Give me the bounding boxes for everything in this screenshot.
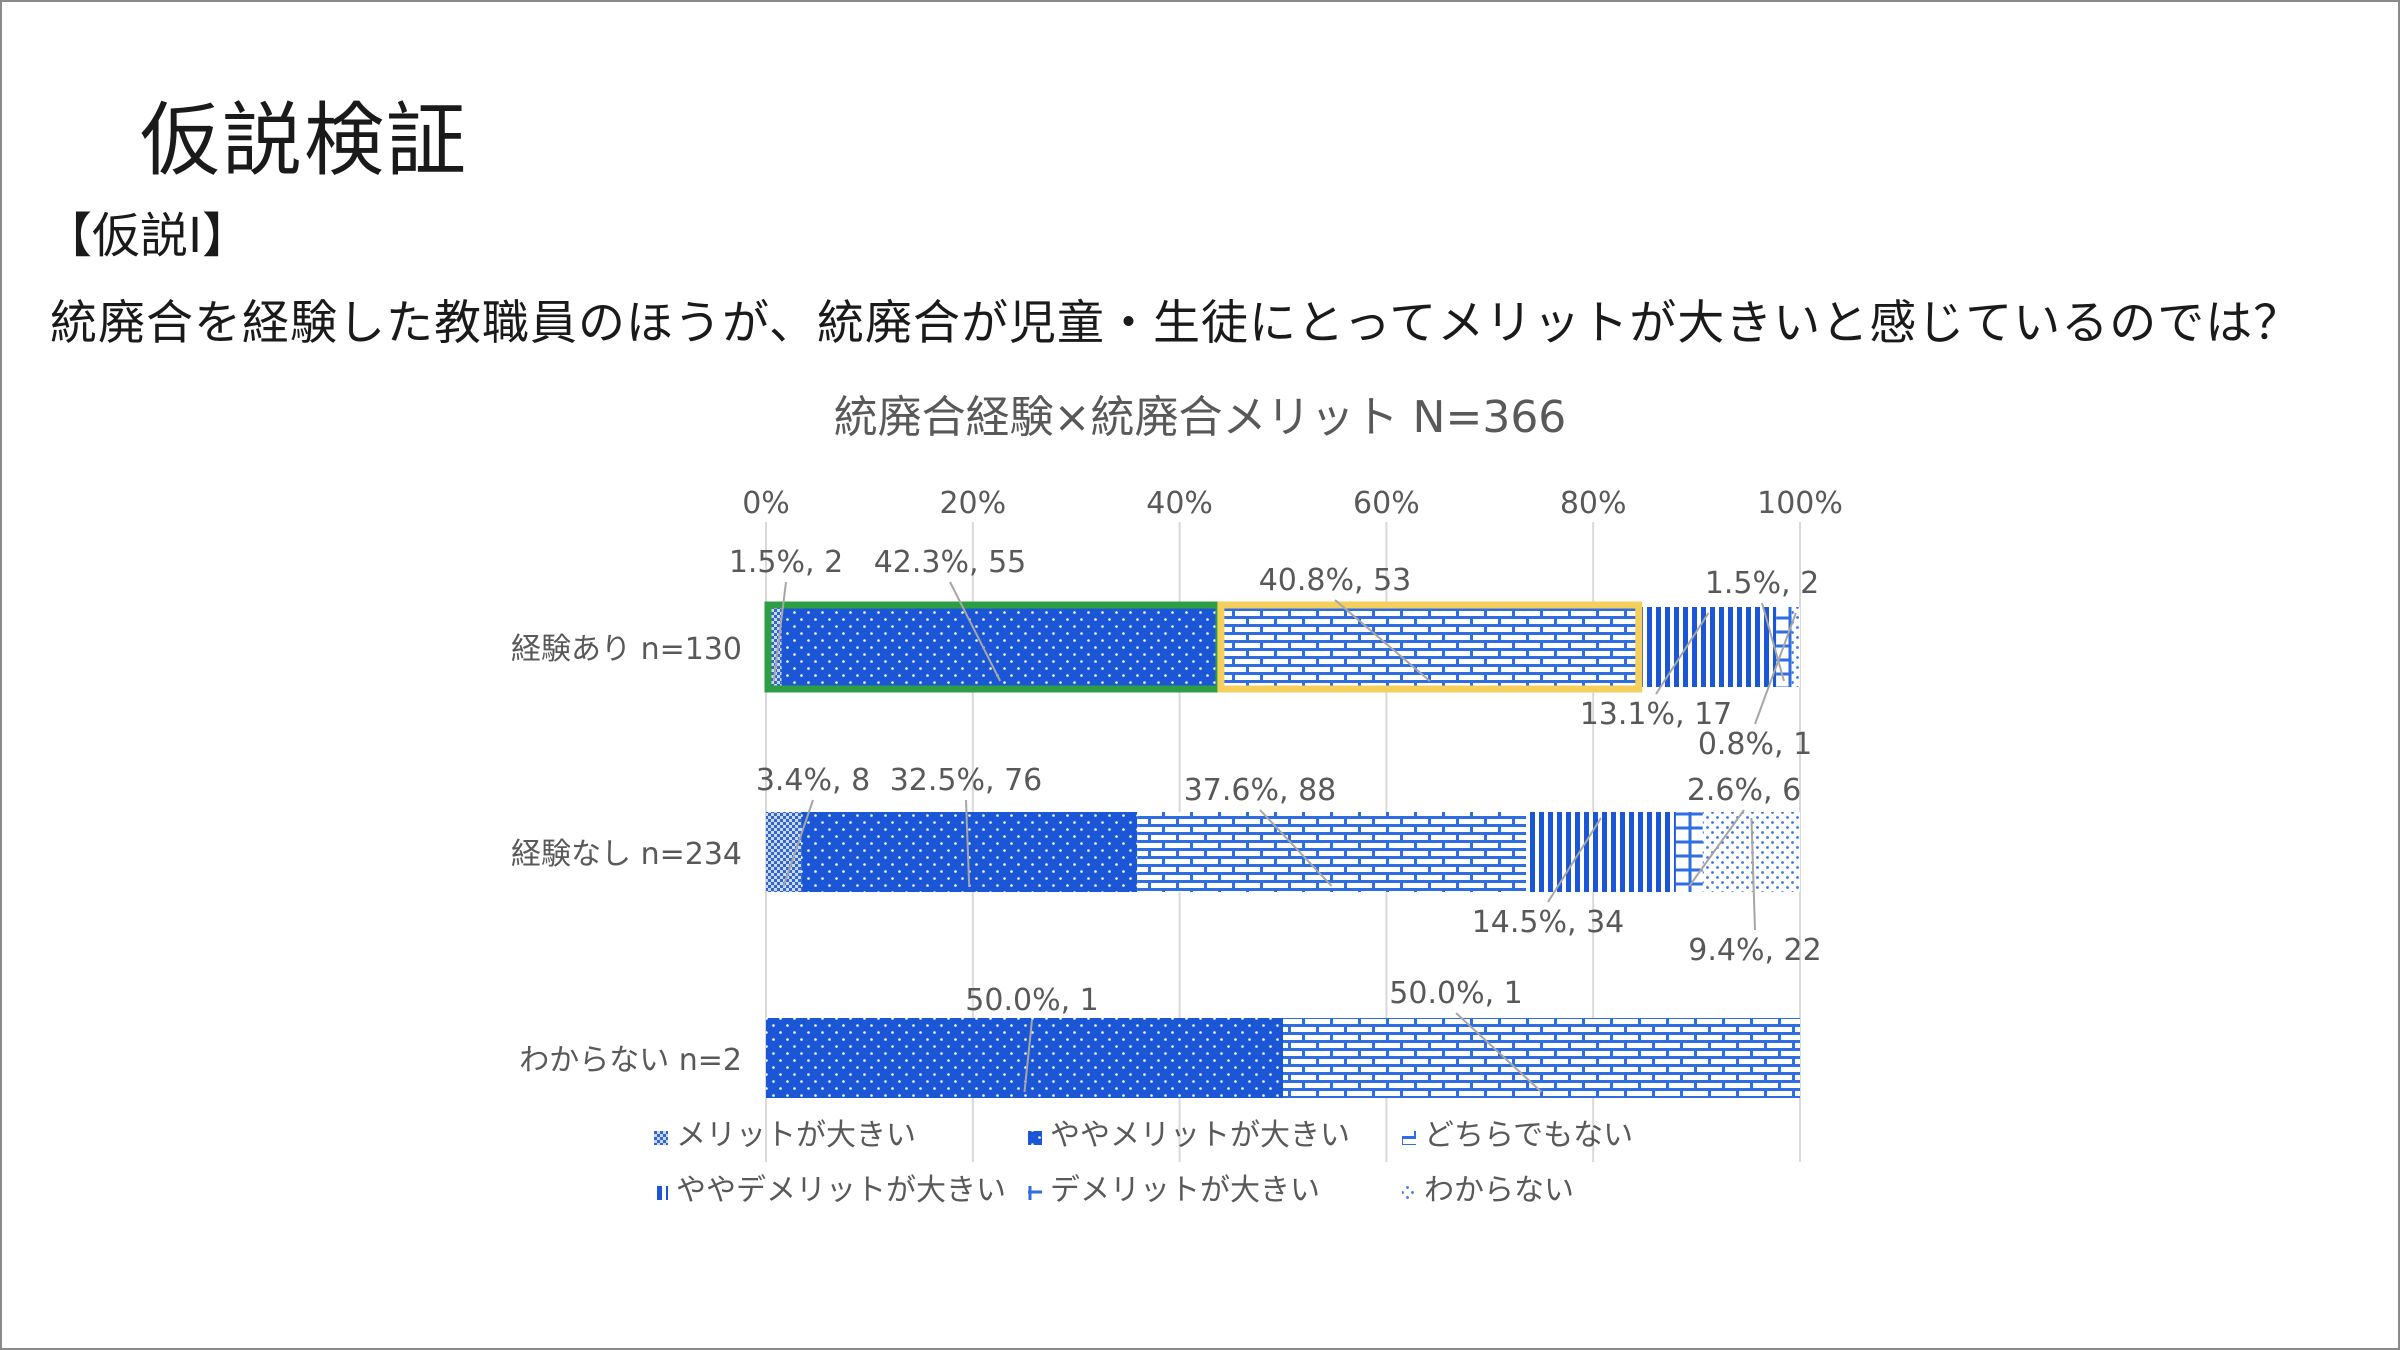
x-tick-label: 80%	[1560, 486, 1627, 521]
leader-line	[1547, 817, 1602, 903]
legend-label: ややデメリットが大きい	[676, 1173, 1006, 1208]
legend-swatch	[654, 1186, 668, 1200]
x-tick-label: 20%	[939, 486, 1006, 521]
leader-line	[1334, 599, 1431, 682]
leader-line	[1455, 1012, 1543, 1093]
data-label: 40.8%, 53	[1259, 563, 1412, 598]
legend-label: デメリットが大きい	[1050, 1173, 1320, 1208]
bar-segment	[1525, 812, 1676, 892]
slide-title: 仮説検証	[140, 94, 468, 187]
leader-line	[1023, 1019, 1033, 1093]
data-label: 13.1%, 17	[1580, 697, 1733, 732]
data-label: 50.0%, 1	[1389, 976, 1522, 1011]
data-label: 50.0%, 1	[965, 983, 1098, 1018]
legend-label: ややメリットが大きい	[1050, 1118, 1350, 1153]
x-tick-label: 0%	[742, 486, 790, 521]
data-label: 42.3%, 55	[874, 545, 1027, 580]
bar-segment	[1218, 607, 1641, 687]
legend-swatch	[1028, 1186, 1042, 1200]
x-tick-label: 60%	[1353, 486, 1420, 521]
x-tick-label: 40%	[1146, 486, 1213, 521]
data-label: 1.5%, 2	[729, 545, 843, 580]
legend-swatch	[1402, 1131, 1416, 1145]
data-label: 14.5%, 34	[1472, 905, 1625, 940]
data-label: 37.6%, 88	[1184, 773, 1337, 808]
data-label: 3.4%, 8	[756, 763, 870, 798]
leader-line	[965, 799, 971, 887]
leader-line	[1750, 817, 1756, 931]
legend-label: メリットが大きい	[676, 1118, 916, 1153]
hypothesis-text: 統廃合を経験した教職員のほうが、統廃合が児童・生徒にとってメリットが大きいと感じ…	[50, 296, 2302, 351]
category-label: 経験あり n=130	[511, 632, 742, 667]
bar-segment	[781, 607, 1219, 687]
leader-line	[1754, 612, 1797, 725]
bar-segment	[1137, 812, 1526, 892]
x-tick-label: 100%	[1757, 486, 1843, 521]
legend-swatch	[654, 1131, 668, 1145]
leader-line	[772, 581, 787, 682]
data-label: 1.5%, 2	[1705, 566, 1819, 601]
legend-label: わからない	[1424, 1173, 1574, 1208]
bar-segment	[1640, 607, 1777, 687]
data-label: 2.6%, 6	[1687, 773, 1801, 808]
bar-segment	[1675, 812, 1703, 892]
data-label: 0.8%, 1	[1698, 727, 1812, 762]
chart-title: 統廃合経験×統廃合メリット N=366	[834, 392, 1567, 443]
category-label: 経験なし n=234	[511, 837, 742, 872]
leader-line	[1761, 602, 1785, 682]
category-label: わからない n=2	[519, 1043, 742, 1078]
legend-swatch	[1402, 1186, 1416, 1200]
data-label: 32.5%, 76	[890, 763, 1043, 798]
bar-segment	[1791, 607, 1800, 687]
legend-label: どちらでもない	[1424, 1118, 1633, 1153]
leader-line	[949, 581, 1002, 682]
hypothesis-label: 【仮説Ⅰ】	[44, 208, 251, 264]
leader-line	[1259, 809, 1333, 887]
leader-line	[782, 799, 814, 887]
legend-swatch	[1028, 1131, 1042, 1145]
bar-segment	[1283, 1018, 1800, 1098]
leader-line	[1688, 809, 1745, 887]
data-label: 9.4%, 22	[1688, 933, 1821, 968]
leader-line	[1655, 612, 1710, 695]
highlight-box-neutral	[1217, 601, 1643, 693]
